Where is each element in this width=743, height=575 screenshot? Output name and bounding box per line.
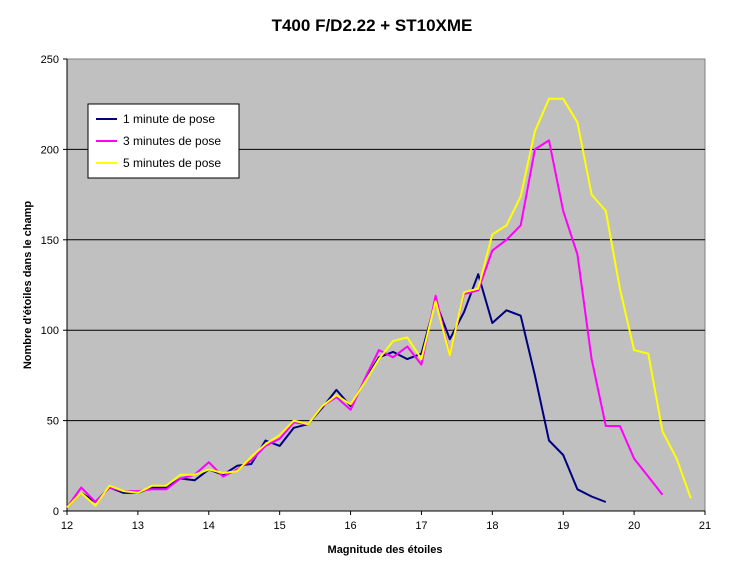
x-tick-label: 12: [61, 520, 73, 532]
y-tick-label: 50: [47, 416, 59, 428]
x-axis-label: Magnitude des étoiles: [328, 544, 443, 556]
x-tick-label: 20: [628, 520, 640, 532]
series-line-1: [66, 273, 607, 509]
x-tick-label: 15: [274, 520, 286, 532]
y-tick-label: 250: [41, 54, 59, 66]
series-lines: [66, 97, 692, 509]
x-tick-label: 13: [132, 520, 144, 532]
series-line-3: [66, 97, 692, 509]
x-tick-label: 17: [415, 520, 427, 532]
axes: [63, 58, 706, 515]
y-axis-label: Nombre d'étoiles dans le champ: [22, 201, 34, 370]
legend: 1 minute de pose 3 minutes de pose 5 minut…: [87, 103, 240, 179]
legend-label: 5 minutes de pose: [123, 156, 221, 170]
x-tick-label: 16: [344, 520, 356, 532]
series-line-2: [66, 139, 664, 508]
y-tick-label: 200: [41, 144, 59, 156]
x-tick-label: 18: [486, 520, 498, 532]
legend-label: 1 minute de pose: [123, 112, 215, 126]
chart-title: T400 F/D2.22 + ST10XME: [272, 16, 473, 35]
gridlines: [67, 148, 705, 422]
x-tick-label: 14: [203, 520, 215, 532]
x-tick-label: 19: [557, 520, 569, 532]
y-tick-label: 0: [53, 506, 59, 518]
tick-labels: 0 50 100 150 200 250 12 13 14 15 16 17 18 19 20 21: [41, 54, 711, 532]
y-tick-label: 100: [41, 325, 59, 337]
y-tick-label: 150: [41, 235, 59, 247]
legend-label: 3 minutes de pose: [123, 134, 221, 148]
x-tick-label: 21: [699, 520, 711, 532]
